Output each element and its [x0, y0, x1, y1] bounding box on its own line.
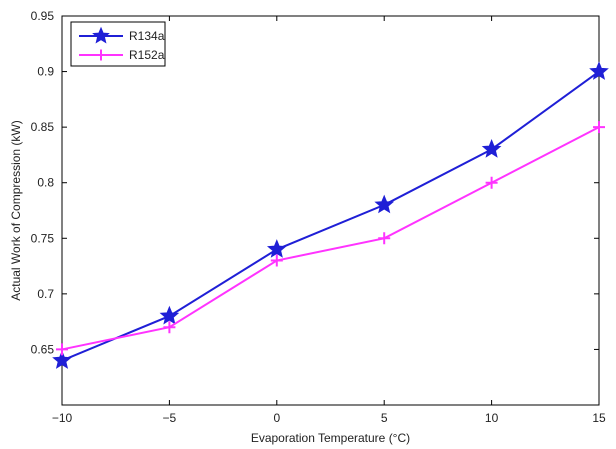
legend: R134a R152a	[70, 21, 166, 67]
data-point-r152a	[593, 121, 605, 134]
y-tick-label: 0.8	[37, 176, 54, 190]
data-point-r134a	[374, 194, 395, 214]
data-point-r152a	[56, 343, 68, 356]
x-axis-title: Evaporation Temperature (°C)	[251, 431, 410, 445]
data-point-r134a	[481, 139, 502, 158]
x-tick-label: 0	[273, 411, 280, 425]
series-r134a	[52, 61, 609, 369]
data-point-r152a	[270, 254, 283, 267]
x-tick-label: −5	[163, 411, 177, 425]
x-tick-label: −10	[52, 411, 73, 425]
legend-marker-r134a	[92, 26, 110, 44]
data-point-r134a	[266, 239, 287, 258]
x-tick-label: 15	[592, 411, 606, 425]
legend-label-r152a: R152a	[129, 48, 165, 62]
data-point-r152a	[378, 232, 391, 245]
series-line-r152a	[61, 126, 600, 351]
series-line-r134a	[61, 70, 600, 362]
legend-marker-r152a	[95, 49, 107, 61]
y-tick-label: 0.75	[31, 231, 55, 245]
data-point-r134a	[52, 350, 72, 369]
legend-box	[70, 21, 166, 67]
series-r152a	[56, 121, 605, 356]
y-tick-label: 0.7	[37, 287, 54, 301]
y-tick-label: 0.85	[31, 120, 55, 134]
x-axis-ticks: −10 −5 0 5 10 15	[52, 16, 606, 425]
y-tick-label: 0.65	[31, 342, 55, 356]
x-tick-label: 10	[485, 411, 499, 425]
legend-label-r134a: R134a	[129, 29, 165, 43]
y-tick-label: 0.95	[31, 9, 55, 23]
data-point-r134a	[589, 61, 609, 80]
data-point-r134a	[159, 305, 180, 325]
x-tick-label: 5	[381, 411, 388, 425]
plot-area-frame	[61, 15, 600, 406]
data-point-r152a	[485, 176, 498, 189]
y-tick-label: 0.9	[37, 65, 54, 79]
data-point-r152a	[163, 321, 176, 334]
series-layer	[52, 61, 609, 369]
y-axis-title: Actual Work of Compression (kW)	[9, 120, 23, 301]
